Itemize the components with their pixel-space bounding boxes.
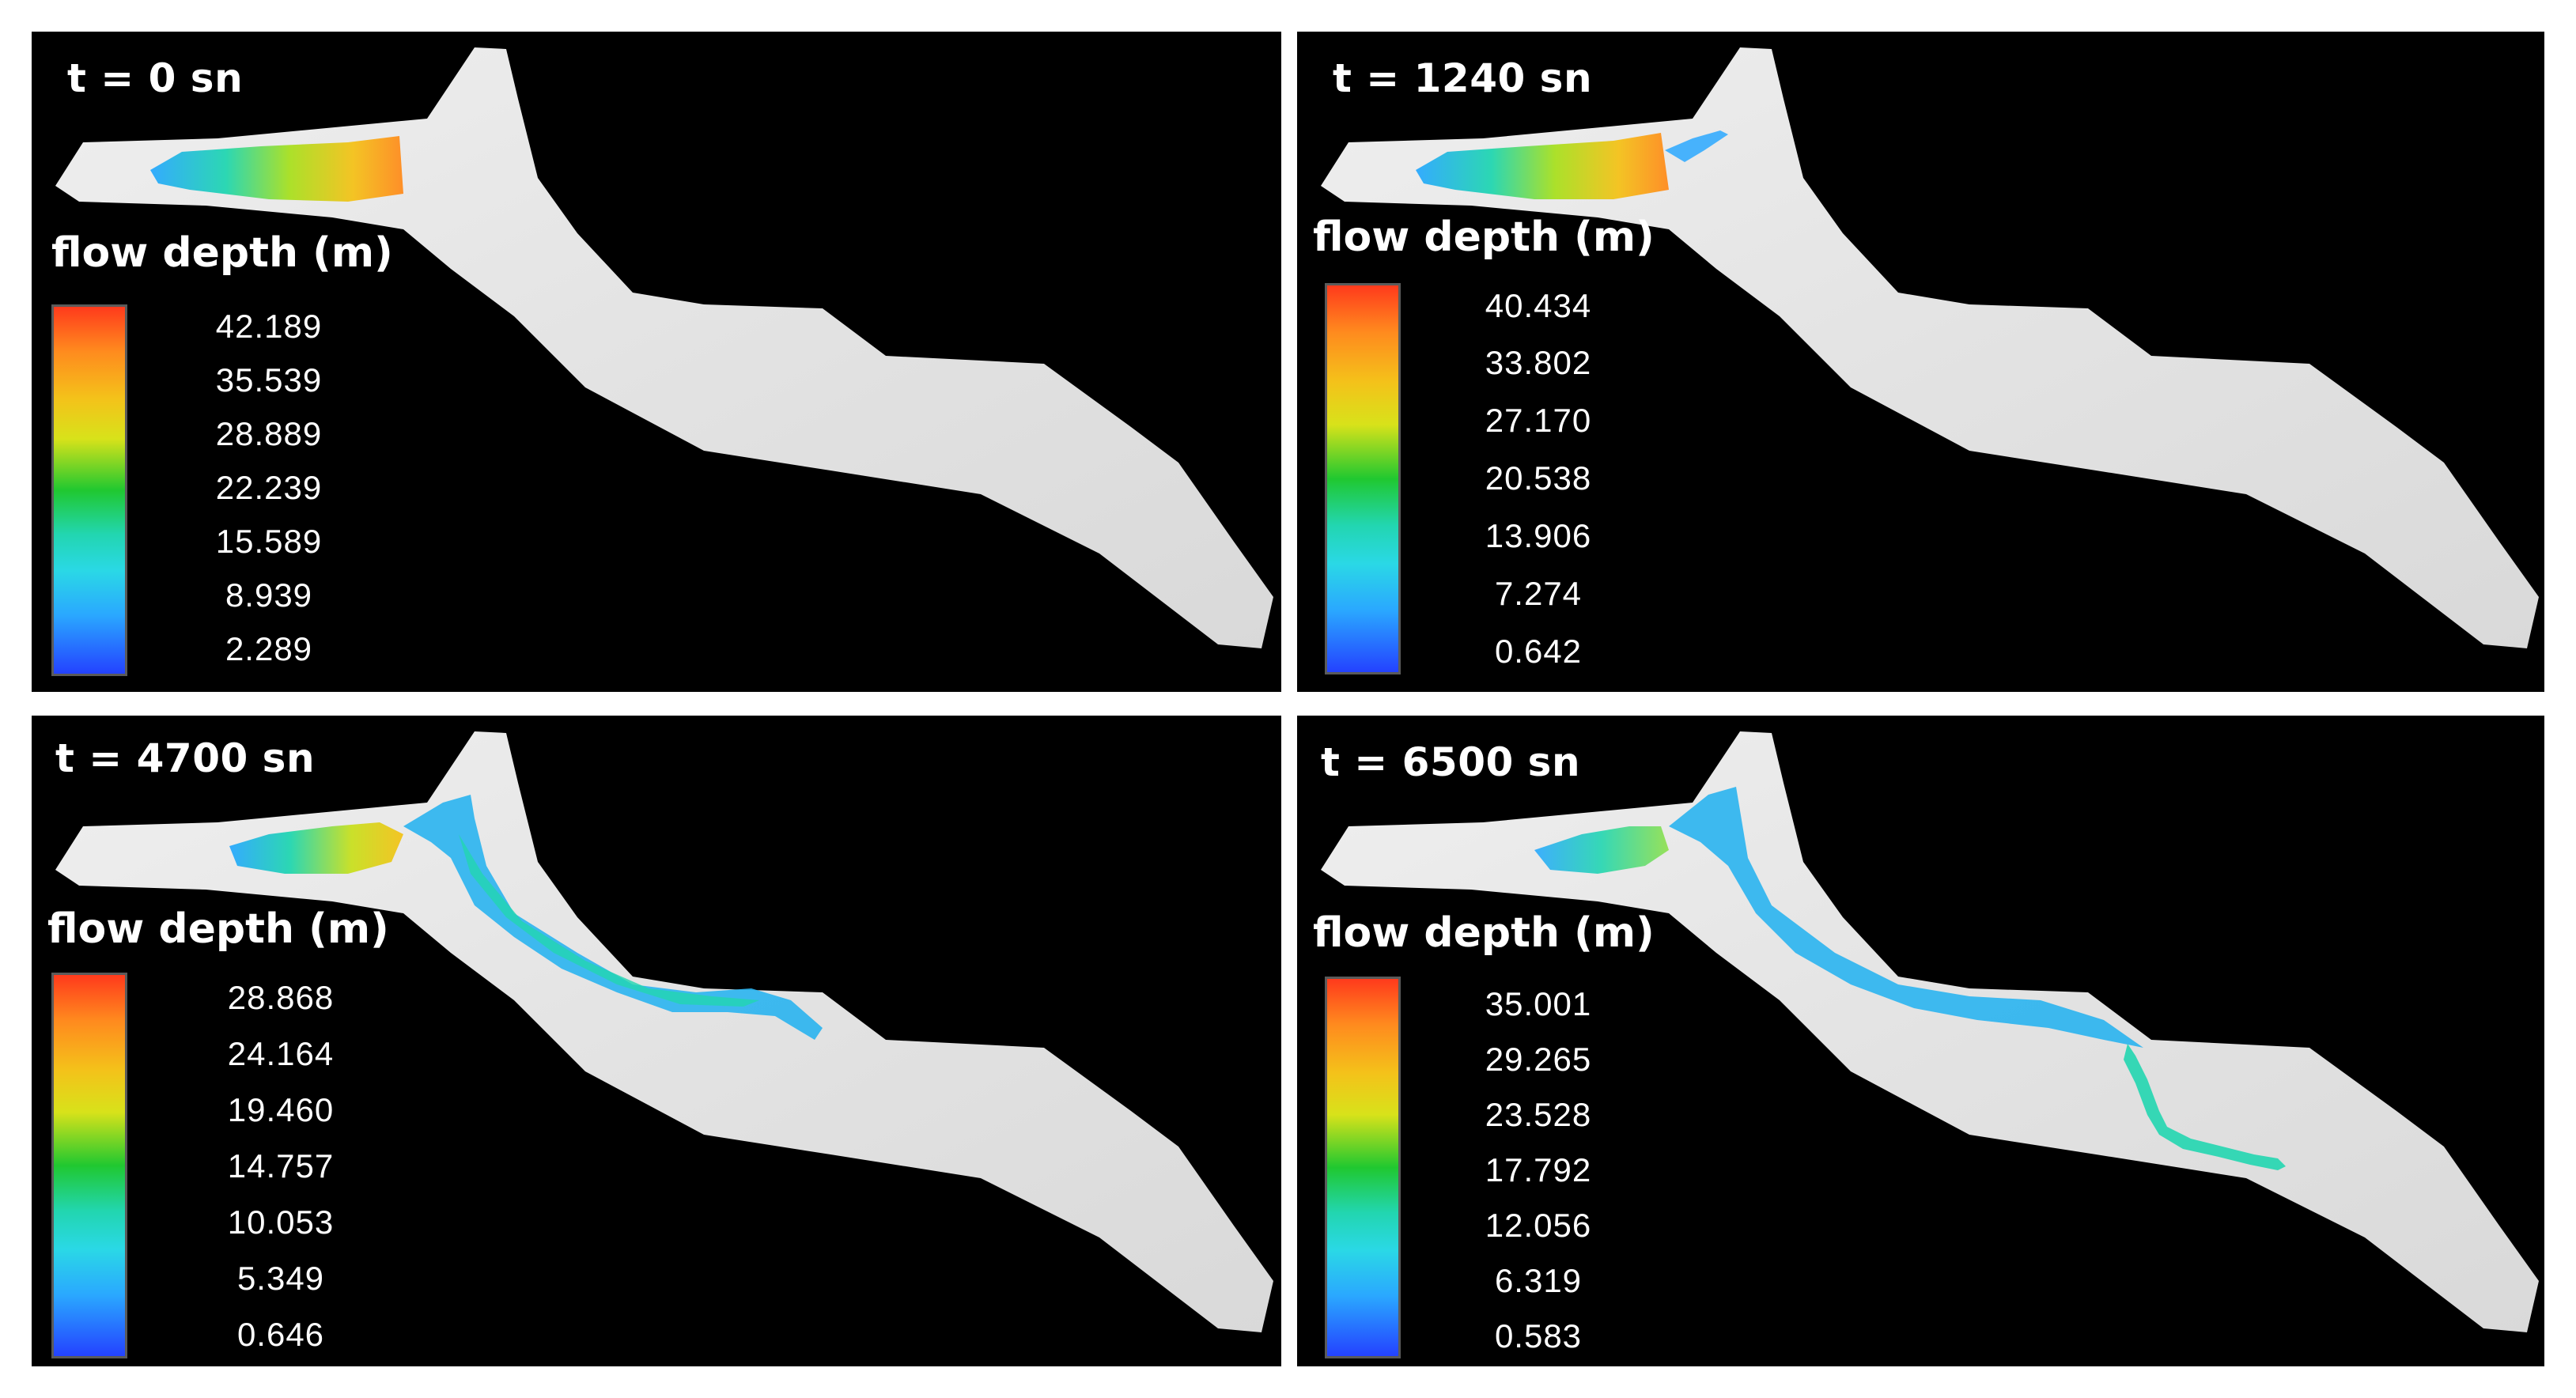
tick-label: 42.189 bbox=[215, 308, 323, 345]
tick-label: 27.170 bbox=[1485, 402, 1592, 439]
terrain-map bbox=[1321, 47, 2539, 648]
valley-terrain bbox=[1321, 47, 2539, 648]
tick-label: 13.906 bbox=[1485, 517, 1592, 554]
tick-label: 14.757 bbox=[227, 1147, 335, 1185]
tick-label: 12.056 bbox=[1485, 1207, 1592, 1244]
tick-label: 28.868 bbox=[227, 979, 335, 1016]
colorbar bbox=[1325, 283, 1401, 674]
panel-t4700: t = 4700 sn flow depth (m) 28.868 24.164… bbox=[32, 716, 1281, 1366]
downstream-flow-core bbox=[459, 834, 759, 1007]
tick-label: 0.646 bbox=[236, 1316, 325, 1353]
tick-label: 33.802 bbox=[1485, 344, 1592, 381]
tick-label: 0.642 bbox=[1494, 633, 1583, 670]
tick-label: 17.792 bbox=[1485, 1151, 1592, 1188]
tick-label: 15.589 bbox=[215, 523, 323, 560]
time-label: t = 0 sn bbox=[67, 55, 244, 101]
tick-label: 23.528 bbox=[1485, 1096, 1592, 1133]
reservoir-flow bbox=[229, 822, 403, 874]
panel-t0: t = 0 sn flow depth (m) 42.189 35.539 28… bbox=[32, 32, 1281, 692]
tick-label: 19.460 bbox=[227, 1091, 335, 1128]
tick-label: 22.239 bbox=[215, 469, 323, 506]
tick-label: 0.583 bbox=[1494, 1317, 1583, 1355]
legend-title: flow depth (m) bbox=[1313, 909, 1655, 957]
downstream-flow bbox=[1669, 787, 2143, 1048]
reservoir-flow bbox=[1534, 826, 1669, 874]
colorbar bbox=[1325, 977, 1401, 1358]
tick-label: 8.939 bbox=[225, 576, 313, 614]
tick-label: 40.434 bbox=[1485, 287, 1592, 324]
tick-label: 2.289 bbox=[225, 630, 313, 667]
colorbar bbox=[51, 973, 127, 1358]
terrain-map bbox=[55, 731, 1273, 1332]
valley-terrain bbox=[55, 731, 1273, 1332]
time-label: t = 6500 sn bbox=[1321, 739, 1581, 785]
far-channel-flow bbox=[2124, 1044, 2286, 1170]
tick-label: 5.349 bbox=[236, 1260, 325, 1297]
colorbar bbox=[51, 304, 127, 676]
time-label: t = 1240 sn bbox=[1333, 55, 1593, 101]
legend-title: flow depth (m) bbox=[1313, 213, 1655, 261]
legend-title: flow depth (m) bbox=[51, 229, 393, 277]
panel-t1240: t = 1240 sn flow depth (m) 40.434 33.802… bbox=[1297, 32, 2544, 692]
tick-label: 28.889 bbox=[215, 415, 323, 452]
tick-label: 24.164 bbox=[227, 1035, 335, 1072]
tick-label: 7.274 bbox=[1494, 575, 1583, 612]
terrain-map bbox=[1321, 731, 2539, 1332]
reservoir-flow bbox=[150, 136, 403, 202]
breach-flow bbox=[1665, 130, 1728, 162]
tick-label: 29.265 bbox=[1485, 1041, 1592, 1078]
terrain-map bbox=[55, 47, 1273, 648]
panel-t6500: t = 6500 sn flow depth (m) 35.001 29.265… bbox=[1297, 716, 2544, 1366]
downstream-flow bbox=[403, 795, 823, 1040]
valley-terrain bbox=[1321, 731, 2539, 1332]
tick-label: 35.001 bbox=[1485, 985, 1592, 1022]
tick-label: 20.538 bbox=[1485, 459, 1592, 497]
time-label: t = 4700 sn bbox=[55, 735, 316, 781]
tick-label: 35.539 bbox=[215, 361, 323, 399]
tick-label: 10.053 bbox=[227, 1203, 335, 1241]
legend-title: flow depth (m) bbox=[47, 905, 389, 953]
reservoir-flow bbox=[1416, 133, 1669, 199]
tick-label: 6.319 bbox=[1494, 1262, 1583, 1299]
